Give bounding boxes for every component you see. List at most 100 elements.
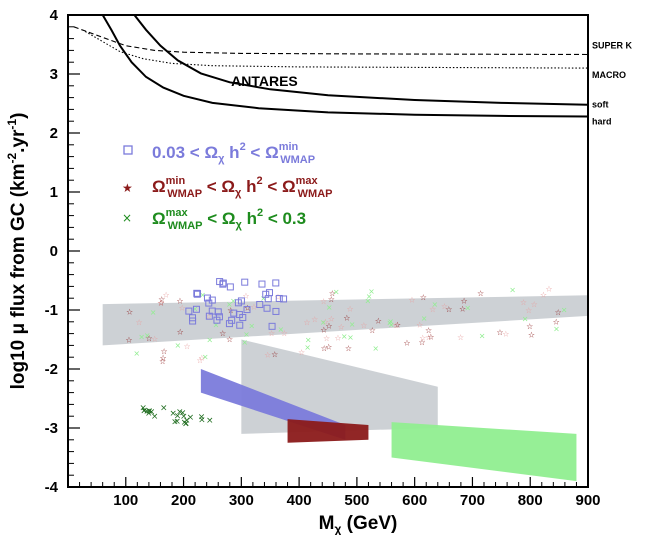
scatter-point [272, 279, 280, 287]
scatter-point [280, 295, 288, 303]
x-tick-label: 300 [229, 492, 254, 509]
scatter-point: × [388, 320, 395, 329]
scatter-point: × [387, 317, 394, 326]
scatter-point: ☆ [198, 353, 205, 362]
scatter-point [258, 280, 266, 288]
scatter-point: ☆ [392, 321, 399, 330]
scatter-point: × [206, 416, 214, 426]
scatter-point: ☆ [555, 308, 562, 317]
scatter-point: × [304, 343, 311, 352]
legend-entry-blue: 0.03 < Ωχ h2 < Ωmin WMAP [123, 141, 315, 166]
x-tick-label: 200 [171, 492, 196, 509]
y-axis-title: log10 μ flux from GC (km-2.yr-1) [5, 113, 29, 390]
curve-label-superk: SUPER K [592, 41, 633, 51]
scatter-point: ☆ [429, 305, 436, 314]
scatter-point: × [241, 338, 248, 347]
scatter-point: ☆ [325, 343, 332, 352]
scatter-point [226, 283, 234, 291]
scatter-point: × [180, 412, 188, 422]
scatter-point: × [160, 403, 168, 413]
scatter-point [228, 316, 236, 324]
scatter-point: × [561, 306, 568, 315]
scatter-point: × [464, 304, 471, 313]
scatter-point: × [144, 331, 151, 340]
scatter-point: ☆ [183, 342, 190, 351]
scatter-point: × [179, 409, 187, 419]
scatter-point: ☆ [329, 289, 336, 298]
y-tick-label: -1 [45, 302, 58, 319]
y-tick-label: 1 [50, 184, 58, 201]
scatter-point: × [138, 333, 145, 342]
scatter-point [243, 306, 251, 314]
scatter-point: ☆ [525, 306, 532, 315]
scatter-point: × [553, 325, 560, 334]
scatter-point: ☆ [325, 321, 332, 330]
legend-text-red: Ωmin WMAP < Ωχ h2 < Ωmax WMAP [152, 175, 333, 200]
scatter-point: × [421, 314, 428, 323]
scatter-point: ☆ [403, 339, 410, 348]
scatter-point: ☆ [244, 304, 251, 313]
x-tick-label: 900 [575, 492, 600, 509]
scatter-point: ☆ [346, 305, 353, 314]
y-tick-label: 2 [50, 125, 58, 142]
scatter-point: ☆ [441, 302, 448, 311]
scatter-point: ☆ [528, 330, 535, 339]
scatter-point: × [141, 406, 149, 416]
scatter-point: ☆ [343, 313, 350, 322]
scatter-point: × [146, 407, 154, 417]
scatter-point: × [192, 305, 199, 314]
scatter-point [203, 294, 211, 302]
scatter-point: ☆ [242, 291, 249, 300]
legend-entry-red: ★ Ωmin WMAP < Ωχ h2 < Ωmax WMAP [122, 175, 333, 200]
scatter-point: ☆ [298, 348, 305, 357]
scatter-point [230, 309, 238, 317]
scatter-point: × [305, 336, 312, 345]
curve-soft [133, 14, 589, 106]
x-tick-label: 500 [344, 492, 369, 509]
curve-label-hard: hard [592, 116, 612, 126]
scatter-point: × [139, 403, 147, 413]
curve-hard [101, 14, 589, 118]
scatter-point: ☆ [264, 351, 271, 360]
scatter-point: × [202, 352, 209, 361]
y-tick-label: 3 [50, 66, 58, 83]
scatter-point: × [333, 288, 340, 297]
y-tick-label: 0 [50, 243, 58, 260]
curve-label-soft: soft [592, 100, 609, 110]
scatter-point: × [260, 294, 267, 303]
scatter-point: ☆ [328, 295, 335, 304]
scatter-point: × [181, 418, 189, 428]
scatter-point [205, 299, 213, 307]
scatter-point: ☆ [205, 312, 212, 321]
data-layer: ☆×☆☆×☆☆× ☆☆×☆☆ ×☆☆×☆☆×☆☆ ×☆☆×☆ ☆×☆☆×☆☆×☆☆×☆☆… [102, 278, 589, 482]
scatter-point: ☆ [408, 295, 415, 304]
scatter-point [189, 317, 197, 325]
scatter-point: ☆ [281, 329, 288, 338]
scatter-point: ☆ [502, 330, 509, 339]
scatter-point: ☆ [445, 305, 452, 314]
scatter-point: × [226, 300, 233, 309]
scatter-point: ☆ [540, 290, 547, 299]
axis-ticks: 100 200 300 400 500 600 700 800 900 -4 -3 -2 -1 0 1 2 3 4 [45, 7, 601, 509]
scatter-point: ☆ [418, 338, 425, 347]
legend-text-green: Ωmax WMAP < Ωχ h2 < 0.3 [152, 207, 306, 232]
x-tick-label: 100 [113, 492, 138, 509]
curve-super-k [73, 26, 589, 56]
scatter-point: × [145, 407, 153, 417]
scatter-point: × [182, 419, 190, 429]
scatter-point: ☆ [126, 308, 133, 317]
scatter-point: ☆ [460, 297, 467, 306]
scatter-point [192, 305, 200, 313]
scatter-point [263, 304, 271, 312]
legend-marker-cross: × [122, 211, 132, 225]
scatter-point: × [278, 325, 285, 334]
scatter-point [213, 316, 221, 324]
scatter-point: ☆ [158, 295, 165, 304]
scatter-point: ☆ [321, 344, 328, 353]
scatter-point: ☆ [311, 315, 318, 324]
scatter-point: ☆ [268, 329, 275, 338]
scatter-point: ☆ [323, 334, 330, 343]
scatter-point [185, 307, 193, 315]
curve-label-macro: MACRO [592, 70, 626, 80]
